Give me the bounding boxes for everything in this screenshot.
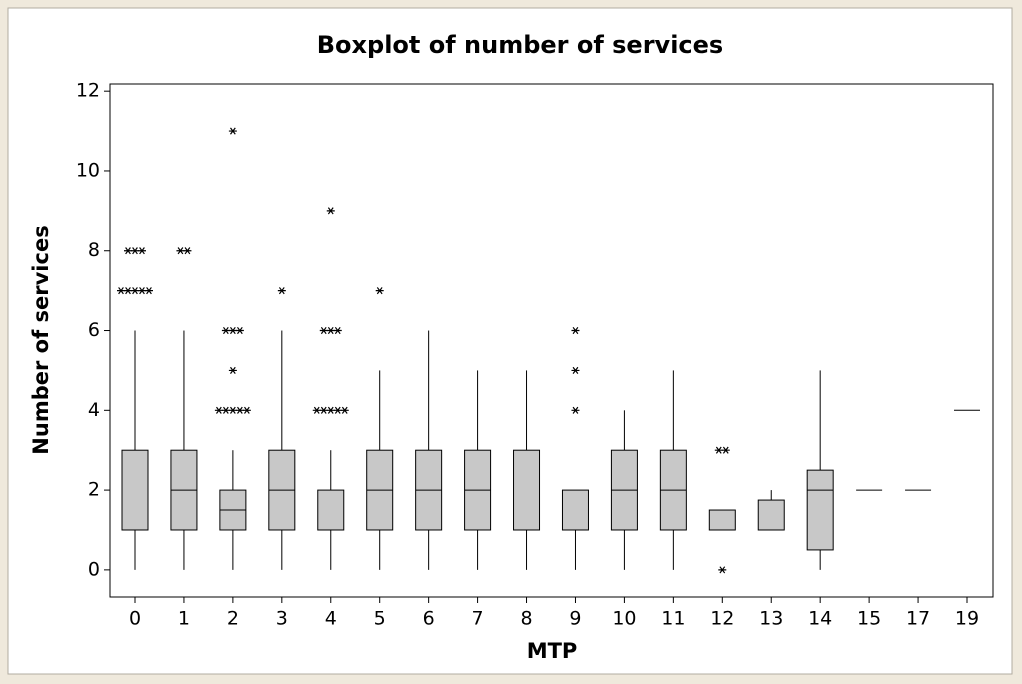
y-tick-label: 10 — [76, 159, 100, 181]
outlier — [718, 566, 727, 574]
outlier — [333, 326, 342, 335]
x-tick-label: 0 — [129, 608, 141, 630]
box — [561, 489, 589, 531]
outlier — [228, 406, 237, 414]
outlier — [326, 207, 335, 215]
plot-frame — [109, 83, 994, 598]
outlier — [235, 406, 244, 414]
y-tick-label: 8 — [88, 239, 100, 261]
outlier — [319, 326, 328, 335]
outlier — [375, 287, 384, 295]
outlier — [124, 287, 132, 295]
x-tick-label: 19 — [955, 608, 979, 630]
box — [513, 449, 541, 531]
x-tick-label: 7 — [472, 608, 484, 630]
outlier — [714, 446, 723, 454]
y-tick-label: 6 — [88, 319, 100, 341]
outlier — [571, 326, 580, 335]
x-tick-label: 17 — [906, 608, 930, 630]
outlier — [228, 326, 237, 335]
outlier — [312, 406, 321, 414]
outlier — [131, 247, 139, 255]
x-tick-label: 6 — [423, 608, 435, 630]
outlier — [721, 446, 730, 454]
outlier — [277, 287, 286, 295]
y-axis-label: Number of services — [29, 225, 53, 454]
outlier — [124, 247, 132, 255]
x-tick-label: 3 — [276, 608, 288, 630]
chart-title: Boxplot of number of services — [317, 31, 723, 59]
box — [806, 469, 834, 551]
x-tick-label: 9 — [569, 608, 581, 630]
outlier — [214, 406, 223, 414]
y-tick-label: 12 — [76, 80, 100, 102]
x-tick-label: 13 — [759, 608, 783, 630]
x-tick-label: 11 — [661, 608, 685, 630]
outlier — [326, 326, 335, 335]
outlier — [326, 406, 335, 414]
outlier — [221, 406, 230, 414]
outlier — [138, 247, 146, 255]
box — [708, 509, 736, 531]
outlier — [340, 406, 349, 414]
y-tick-label: 0 — [88, 558, 100, 580]
outlier — [242, 406, 251, 414]
outlier — [333, 406, 342, 414]
box — [121, 449, 149, 531]
outlier — [221, 326, 230, 335]
y-tick-label: 4 — [88, 399, 100, 421]
outlier — [131, 287, 139, 295]
x-tick-label: 12 — [710, 608, 734, 630]
x-tick-label: 5 — [374, 608, 386, 630]
x-tick-label: 8 — [520, 608, 532, 630]
outlier — [117, 287, 125, 295]
x-axis-label: MTP — [527, 639, 578, 663]
outlier — [571, 406, 580, 414]
outlier — [138, 287, 146, 295]
box — [317, 489, 345, 531]
outlier — [176, 247, 185, 255]
box — [757, 499, 785, 531]
x-tick-label: 2 — [227, 608, 239, 630]
x-tick-label: 1 — [178, 608, 190, 630]
outlier — [145, 287, 153, 295]
y-tick-label: 2 — [88, 479, 100, 501]
x-tick-label: 10 — [612, 608, 636, 630]
x-tick-label: 15 — [857, 608, 881, 630]
outlier — [235, 326, 244, 335]
x-tick-label: 4 — [325, 608, 337, 630]
outlier — [571, 366, 580, 374]
outlier — [228, 366, 237, 374]
outlier — [228, 127, 237, 135]
x-tick-label: 14 — [808, 608, 832, 630]
outlier — [183, 247, 192, 255]
outlier — [319, 406, 328, 414]
